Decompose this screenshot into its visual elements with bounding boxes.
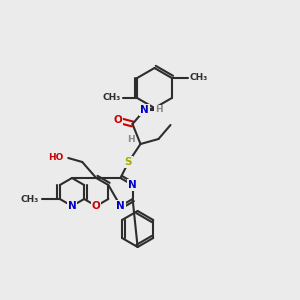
Text: CH₃: CH₃ xyxy=(103,94,121,103)
Text: O: O xyxy=(92,201,100,211)
Text: HO: HO xyxy=(48,154,63,163)
Text: CH₃: CH₃ xyxy=(21,194,39,203)
Text: CH₃: CH₃ xyxy=(190,74,208,82)
Text: S: S xyxy=(125,157,132,167)
Text: N: N xyxy=(116,201,125,211)
Text: N: N xyxy=(128,180,137,190)
Text: N: N xyxy=(140,105,149,115)
Text: N: N xyxy=(68,201,76,211)
Text: O: O xyxy=(113,115,122,125)
Text: H: H xyxy=(127,136,134,145)
Text: H: H xyxy=(155,106,162,115)
